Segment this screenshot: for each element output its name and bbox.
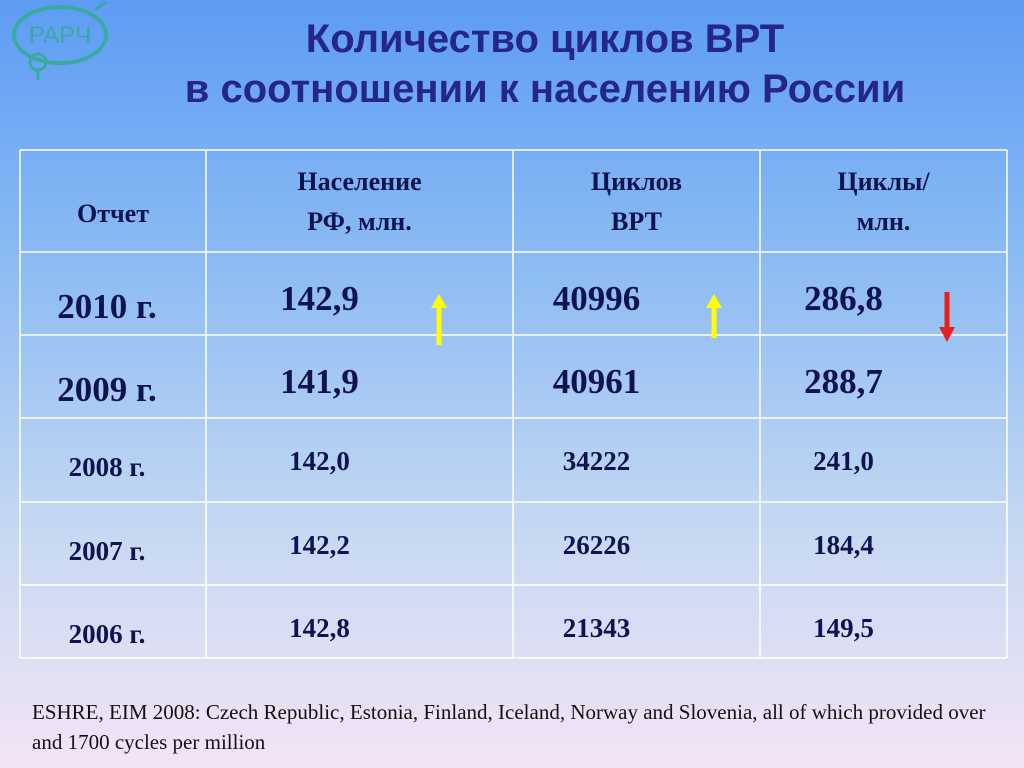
row-label: 2009 г.	[57, 370, 156, 409]
title-line: Количество циклов ВРТ	[306, 17, 784, 61]
cell-value: 288,7	[804, 362, 883, 401]
header-cell: Циклы/	[837, 167, 930, 196]
table-grid	[19, 149, 1008, 659]
header-cell: млн.	[857, 207, 911, 236]
cell-value: 21343	[563, 613, 631, 643]
cell-value: 40996	[553, 279, 641, 318]
header-cell: ВРТ	[611, 207, 662, 236]
arrows	[431, 292, 955, 345]
logo-text: РАРЧ	[29, 22, 91, 49]
row-label: 2010 г.	[57, 287, 156, 326]
row-label: 2006 г.	[69, 619, 146, 649]
cell-value: 40961	[553, 362, 641, 401]
header-cell: Циклов	[591, 167, 682, 196]
cell-value: 184,4	[813, 530, 874, 560]
arrow-head	[706, 294, 722, 308]
cell-value: 142,8	[289, 613, 350, 643]
cell-value: 241,0	[813, 446, 874, 476]
footnote: ESHRE, EIM 2008: Czech Republic, Estonia…	[32, 700, 986, 754]
cell-value: 34222	[563, 446, 631, 476]
cell-value: 142,9	[280, 279, 359, 318]
header-cell: Население	[297, 167, 421, 196]
arrow-head	[431, 294, 447, 308]
header-cell: РФ, млн.	[307, 207, 412, 236]
cell-value: 286,8	[804, 279, 883, 318]
row-label: 2008 г.	[69, 452, 146, 482]
logo: РАРЧ	[12, 0, 108, 80]
cell-value: 26226	[563, 530, 631, 560]
row-label: 2007 г.	[69, 536, 146, 566]
cell-value: 142,2	[289, 530, 350, 560]
cell-value: 149,5	[813, 613, 874, 643]
cell-value: 142,0	[289, 446, 350, 476]
title-line: в соотношении к населению России	[185, 67, 906, 111]
header-cell: Отчет	[77, 199, 149, 228]
cell-value: 141,9	[280, 362, 359, 401]
table: Отчет Население РФ, млн. Циклов ВРТ Циклы/млн…	[57, 167, 930, 649]
arrow-head	[939, 327, 955, 342]
